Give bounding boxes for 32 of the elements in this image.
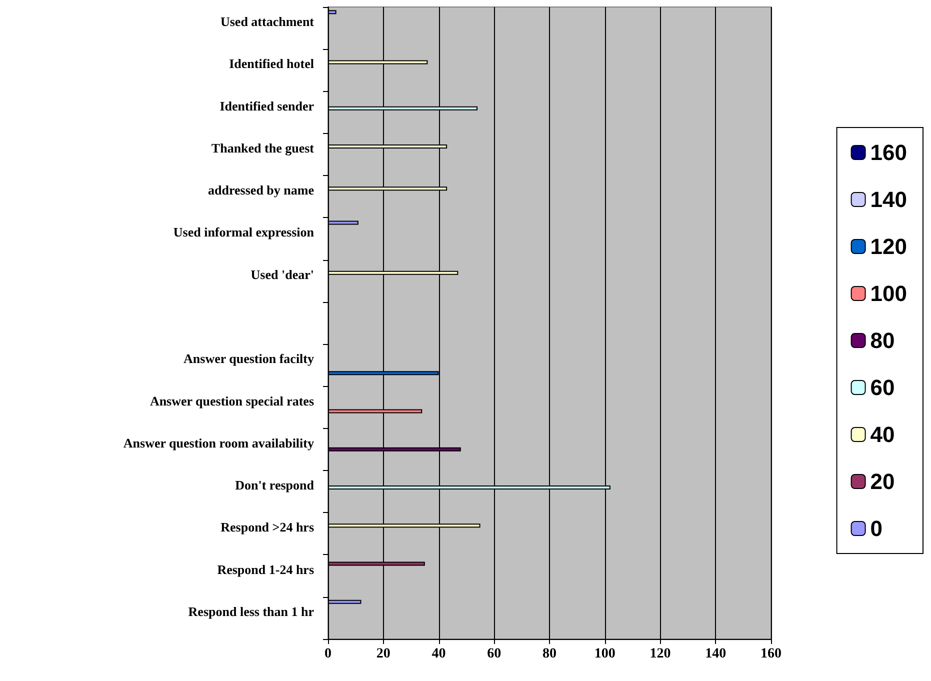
y-tick-label: Don't respond [235, 478, 315, 493]
legend-label: 160 [870, 140, 908, 165]
y-tick-label: Used 'dear' [250, 266, 314, 282]
y-tick-label: Identified sender [220, 98, 314, 114]
legend-label: 100 [870, 281, 908, 306]
y-tick-label: Answer question room availability [123, 435, 314, 450]
y-tick-label: Answer question facilty [184, 351, 314, 366]
legend-label: 20 [870, 469, 895, 494]
legend-label: 0 [870, 516, 883, 541]
y-tick-label: Used attachment [220, 14, 315, 30]
legend-label: 40 [870, 422, 895, 447]
x-tick-label: 160 [760, 646, 782, 662]
legend-label: 80 [870, 328, 895, 353]
y-tick-label: Respond 1-24 hrs [217, 562, 314, 577]
x-tick-label: 20 [376, 646, 390, 662]
y-tick-label: Thanked the guest [211, 140, 315, 156]
x-tick-label: 140 [705, 646, 726, 662]
y-tick-label: Identified hotel [229, 56, 314, 72]
y-tick-label: addressed by name [208, 182, 314, 198]
x-tick-label: 0 [324, 646, 332, 662]
legend-label: 120 [870, 234, 908, 259]
x-tick-label: 120 [650, 646, 671, 662]
y-tick-label: Respond less than 1 hr [188, 604, 314, 619]
y-tick-label: Respond >24 hrs [220, 520, 314, 535]
legend-label: 140 [870, 187, 908, 212]
x-tick-label: 100 [594, 646, 616, 662]
x-tick-label: 80 [542, 646, 556, 662]
x-tick-label: 40 [432, 646, 446, 662]
y-tick-label: Answer question special rates [150, 393, 314, 408]
legend-label: 60 [870, 375, 895, 400]
x-tick-label: 60 [487, 646, 502, 662]
y-tick-label: Used informal expression [173, 224, 315, 240]
